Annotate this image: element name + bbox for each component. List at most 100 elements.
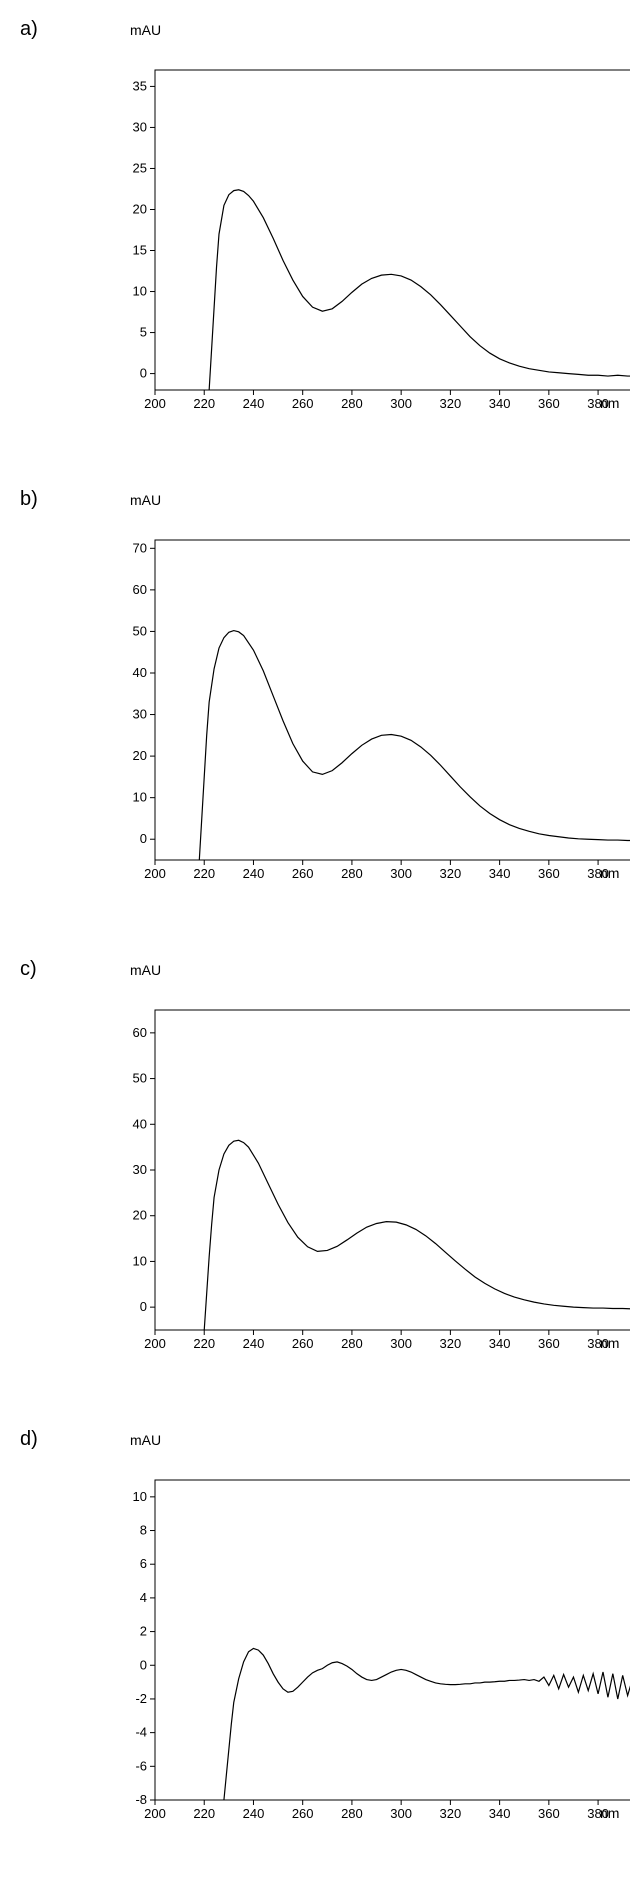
y-tick-label: 20 — [133, 201, 147, 216]
x-tick-label: 220 — [193, 1336, 215, 1351]
plot-border — [155, 1010, 630, 1330]
x-axis-unit: nm — [600, 1805, 619, 1821]
y-tick-label: -6 — [135, 1758, 147, 1773]
y-tick-label: 0 — [140, 1299, 147, 1314]
plot-border — [155, 70, 630, 390]
x-tick-label: 340 — [489, 1336, 511, 1351]
spectrum-line — [224, 1648, 630, 1800]
y-tick-label: 30 — [133, 707, 147, 722]
x-tick-label: 220 — [193, 396, 215, 411]
x-tick-label: 320 — [440, 396, 462, 411]
y-tick-label: 50 — [133, 1071, 147, 1086]
plot-area: 2002202402602803003203403603800102030405… — [110, 1000, 610, 1360]
panel-label: a) — [20, 18, 38, 41]
x-tick-label: 200 — [144, 1806, 166, 1821]
y-tick-label: 70 — [133, 540, 147, 555]
x-tick-label: 340 — [489, 866, 511, 881]
x-axis-unit: nm — [600, 1335, 619, 1351]
y-axis-unit: mAU — [130, 962, 161, 978]
y-tick-label: 15 — [133, 243, 147, 258]
x-tick-label: 260 — [292, 396, 314, 411]
y-tick-label: 10 — [133, 1489, 147, 1504]
chart-panel: b)mAU20022024026028030032034036038001020… — [0, 470, 630, 940]
x-tick-label: 260 — [292, 866, 314, 881]
x-tick-label: 220 — [193, 1806, 215, 1821]
spectrum-line — [204, 1140, 630, 1330]
plot-border — [155, 540, 630, 860]
x-axis-unit: nm — [600, 395, 619, 411]
y-tick-label: 60 — [133, 1025, 147, 1040]
x-tick-label: 300 — [390, 1806, 412, 1821]
chart-svg: 2002202402602803003203403603800510152025… — [110, 60, 630, 420]
y-tick-label: 40 — [133, 1116, 147, 1131]
y-tick-label: 25 — [133, 160, 147, 175]
y-tick-label: 10 — [133, 1253, 147, 1268]
spectrum-line — [199, 631, 630, 860]
plot-border — [155, 1480, 630, 1800]
chart-panel: d)mAU200220240260280300320340360380-8-6-… — [0, 1410, 630, 1880]
x-tick-label: 280 — [341, 866, 363, 881]
y-tick-label: 30 — [133, 1162, 147, 1177]
y-tick-label: 60 — [133, 582, 147, 597]
x-tick-label: 360 — [538, 1336, 560, 1351]
y-tick-label: -2 — [135, 1691, 147, 1706]
y-tick-label: 0 — [140, 831, 147, 846]
plot-area: 200220240260280300320340360380-8-6-4-202… — [110, 1470, 610, 1830]
panel-label: d) — [20, 1428, 38, 1451]
x-tick-label: 220 — [193, 866, 215, 881]
y-axis-unit: mAU — [130, 1432, 161, 1448]
x-tick-label: 280 — [341, 1336, 363, 1351]
y-tick-label: 35 — [133, 78, 147, 93]
x-tick-label: 360 — [538, 396, 560, 411]
y-tick-label: 20 — [133, 748, 147, 763]
x-tick-label: 360 — [538, 1806, 560, 1821]
x-tick-label: 240 — [243, 866, 265, 881]
x-tick-label: 260 — [292, 1336, 314, 1351]
x-tick-label: 200 — [144, 1336, 166, 1351]
y-tick-label: 0 — [140, 366, 147, 381]
x-tick-label: 240 — [243, 396, 265, 411]
chart-panel: a)mAU20022024026028030032034036038005101… — [0, 0, 630, 470]
x-tick-label: 280 — [341, 1806, 363, 1821]
x-tick-label: 320 — [440, 1806, 462, 1821]
x-tick-label: 360 — [538, 866, 560, 881]
y-axis-unit: mAU — [130, 492, 161, 508]
plot-area: 2002202402602803003203403603800102030405… — [110, 530, 610, 890]
chart-svg: 2002202402602803003203403603800102030405… — [110, 1000, 630, 1360]
x-tick-label: 340 — [489, 396, 511, 411]
x-tick-label: 300 — [390, 396, 412, 411]
x-tick-label: 320 — [440, 1336, 462, 1351]
y-tick-label: 2 — [140, 1624, 147, 1639]
panel-label: b) — [20, 488, 38, 511]
plot-area: 2002202402602803003203403603800510152025… — [110, 60, 610, 420]
x-tick-label: 240 — [243, 1336, 265, 1351]
x-tick-label: 200 — [144, 396, 166, 411]
x-tick-label: 340 — [489, 1806, 511, 1821]
y-tick-label: 4 — [140, 1590, 147, 1605]
y-tick-label: 0 — [140, 1657, 147, 1672]
y-axis-unit: mAU — [130, 22, 161, 38]
x-tick-label: 320 — [440, 866, 462, 881]
x-tick-label: 200 — [144, 866, 166, 881]
x-tick-label: 300 — [390, 1336, 412, 1351]
chart-svg: 2002202402602803003203403603800102030405… — [110, 530, 630, 890]
chart-svg: 200220240260280300320340360380-8-6-4-202… — [110, 1470, 630, 1830]
y-tick-label: 50 — [133, 623, 147, 638]
y-tick-label: 5 — [140, 325, 147, 340]
x-tick-label: 260 — [292, 1806, 314, 1821]
y-tick-label: 10 — [133, 284, 147, 299]
y-tick-label: 40 — [133, 665, 147, 680]
x-tick-label: 280 — [341, 396, 363, 411]
x-axis-unit: nm — [600, 865, 619, 881]
panel-label: c) — [20, 958, 37, 981]
x-tick-label: 300 — [390, 866, 412, 881]
x-tick-label: 240 — [243, 1806, 265, 1821]
chart-panel: c)mAU20022024026028030032034036038001020… — [0, 940, 630, 1410]
y-tick-label: -4 — [135, 1725, 147, 1740]
y-tick-label: 8 — [140, 1523, 147, 1538]
spectrum-line — [209, 190, 630, 390]
y-tick-label: 10 — [133, 790, 147, 805]
y-tick-label: 30 — [133, 119, 147, 134]
y-tick-label: 6 — [140, 1556, 147, 1571]
y-tick-label: 20 — [133, 1208, 147, 1223]
